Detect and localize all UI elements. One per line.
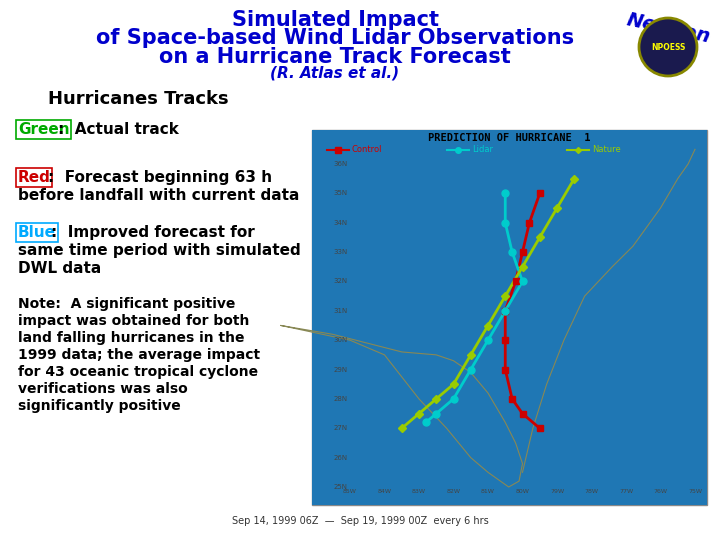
Text: 78W: 78W [585, 489, 598, 494]
Text: 32N: 32N [334, 279, 348, 285]
Text: 33N: 33N [334, 249, 348, 255]
Bar [312, 130, 707, 505]
Text: 31N: 31N [334, 308, 348, 314]
Text: 84W: 84W [377, 489, 392, 494]
Text: Sep 14, 1999 06Z  —  Sep 19, 1999 00Z  every 6 hrs: Sep 14, 1999 06Z — Sep 19, 1999 00Z ever… [232, 516, 488, 526]
Text: land falling hurricanes in the: land falling hurricanes in the [18, 331, 245, 345]
Text: significantly positive: significantly positive [18, 399, 181, 413]
Text: NexGen: NexGen [624, 10, 712, 46]
Text: DWL data: DWL data [18, 261, 102, 276]
Text: 35N: 35N [334, 191, 348, 197]
Text: 30N: 30N [334, 337, 348, 343]
Text: (R. Atlas et al.): (R. Atlas et al.) [271, 66, 400, 81]
Text: for 43 oceanic tropical cyclone: for 43 oceanic tropical cyclone [18, 365, 258, 379]
Text: Hurricanes Tracks: Hurricanes Tracks [48, 90, 228, 108]
Text: 80W: 80W [516, 489, 529, 494]
Text: 28N: 28N [334, 396, 348, 402]
Text: Simulated Impact: Simulated Impact [232, 10, 438, 30]
Text: Control: Control [352, 145, 382, 154]
Text: 34N: 34N [334, 220, 348, 226]
Text: Red: Red [18, 170, 51, 185]
Text: 25N: 25N [334, 484, 348, 490]
Text: impact was obtained for both: impact was obtained for both [18, 314, 249, 328]
Text: 75W: 75W [688, 489, 702, 494]
Text: 76W: 76W [654, 489, 667, 494]
Text: NPOESS: NPOESS [651, 43, 685, 51]
Text: 77W: 77W [619, 489, 633, 494]
Text: 79W: 79W [550, 489, 564, 494]
Text: PREDICTION OF HURRICANE  1: PREDICTION OF HURRICANE 1 [428, 133, 590, 143]
Text: before landfall with current data: before landfall with current data [18, 188, 300, 203]
Text: :  Improved forecast for: : Improved forecast for [51, 225, 255, 240]
Text: 83W: 83W [412, 489, 426, 494]
Circle shape [640, 19, 696, 75]
Text: Blue: Blue [18, 225, 56, 240]
Text: same time period with simulated: same time period with simulated [18, 243, 301, 258]
Text: 85W: 85W [343, 489, 357, 494]
Text: 29N: 29N [334, 367, 348, 373]
Text: 82W: 82W [446, 489, 461, 494]
Text: verifications was also: verifications was also [18, 382, 188, 396]
Text: on a Hurricane Track Forecast: on a Hurricane Track Forecast [159, 47, 511, 67]
Text: Nature: Nature [592, 145, 621, 154]
Text: 1999 data; the average impact: 1999 data; the average impact [18, 348, 260, 362]
Text: 26N: 26N [334, 455, 348, 461]
Text: :  Actual track: : Actual track [58, 122, 179, 137]
Text: 36N: 36N [334, 161, 348, 167]
Text: :  Forecast beginning 63 h: : Forecast beginning 63 h [48, 170, 272, 185]
FancyBboxPatch shape [312, 130, 707, 505]
Text: Lidar: Lidar [472, 145, 493, 154]
Text: Green: Green [18, 122, 70, 137]
Text: 81W: 81W [481, 489, 495, 494]
Text: of Space-based Wind Lidar Observations: of Space-based Wind Lidar Observations [96, 28, 574, 48]
Text: 27N: 27N [334, 426, 348, 431]
Text: Note:  A significant positive: Note: A significant positive [18, 297, 235, 311]
